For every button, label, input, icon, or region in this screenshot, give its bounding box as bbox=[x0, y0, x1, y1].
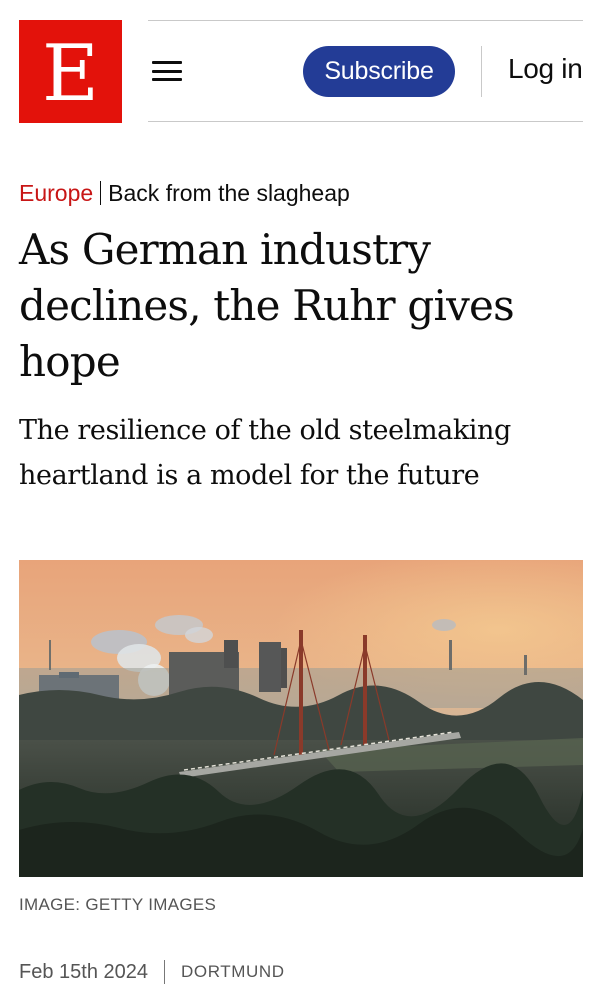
publish-date: Feb 15th 2024 bbox=[19, 960, 148, 983]
article-headline: As German industry declines, the Ruhr gi… bbox=[19, 225, 515, 386]
section-link[interactable]: Europe bbox=[19, 180, 94, 206]
article-meta: Feb 15th 2024 DORTMUND bbox=[19, 960, 285, 984]
meta-separator bbox=[164, 960, 165, 984]
article-standfirst: The resilience of the old steelmaking he… bbox=[19, 415, 511, 491]
rubric-separator bbox=[100, 181, 102, 205]
login-link[interactable]: Log in bbox=[508, 53, 583, 84]
dateline: DORTMUND bbox=[181, 962, 285, 981]
article-rubric: Europe Back from the slagheap bbox=[19, 179, 350, 207]
hamburger-menu-icon[interactable] bbox=[150, 57, 184, 85]
flytitle: Back from the slagheap bbox=[108, 180, 350, 206]
image-caption: IMAGE: GETTY IMAGES bbox=[19, 895, 217, 914]
subscribe-button[interactable]: Subscribe bbox=[303, 46, 455, 97]
header-bottom-rule bbox=[148, 121, 583, 122]
logo-letter: E bbox=[42, 28, 99, 119]
header-divider bbox=[481, 46, 482, 97]
economist-logo[interactable]: E bbox=[19, 20, 122, 123]
article-hero-image bbox=[19, 560, 583, 877]
header-top-rule bbox=[148, 20, 583, 21]
